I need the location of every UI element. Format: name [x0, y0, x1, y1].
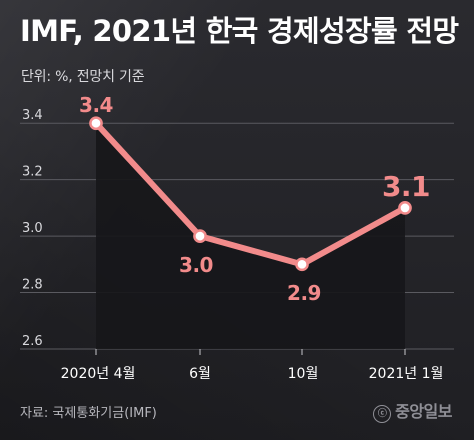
source-note: 자료: 국제통화기금(IMF)	[20, 406, 157, 421]
brand-text: 중앙일보	[395, 402, 452, 421]
y-tick-label: 2.8	[22, 278, 43, 293]
label-layer: 2.6 2.8 3.0 3.2 3.4 3.4 3.0 2.9 3.1 2020년 4월 6월 10월…	[22, 93, 443, 382]
data-point	[193, 229, 207, 243]
data-point	[295, 257, 309, 272]
y-tick-label: 3.4	[22, 108, 43, 123]
x-tick-label: 10월	[288, 366, 319, 382]
forecast-series-line	[93, 120, 408, 268]
x-tick-label: 2021년 1월	[369, 366, 444, 382]
y-tick-label: 2.6	[22, 334, 43, 349]
brand-icon: ⓒ	[373, 405, 392, 423]
y-tick-label: 3.0	[22, 221, 43, 236]
data-value-label: 2.9	[287, 281, 321, 305]
data-point	[89, 116, 103, 131]
x-tick-label: 2020년 4월	[61, 366, 136, 382]
chart-title: IMF, 2021년 한국 경제성장률 전망	[20, 14, 459, 48]
line-area-fill	[96, 123, 405, 349]
line-layer	[93, 120, 408, 268]
unit-note: 단위: %, 전망치 기준	[21, 69, 145, 85]
y-tick-label: 3.2	[22, 165, 43, 180]
area-layer	[96, 123, 405, 349]
data-value-label: 3.1	[382, 170, 430, 203]
data-value-label: 3.0	[179, 253, 213, 277]
brand-logo: ⓒ 중앙일보	[373, 398, 452, 423]
data-value-label: 3.4	[79, 93, 113, 117]
marker-layer	[89, 116, 412, 272]
x-tick-label: 6월	[189, 366, 211, 382]
data-point	[398, 201, 412, 215]
